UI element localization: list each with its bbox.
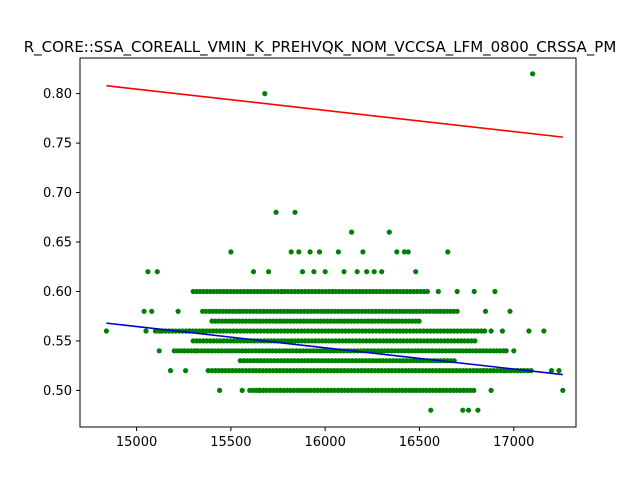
fit-line-lower [106, 322, 563, 376]
data-point [530, 71, 536, 77]
data-point [141, 308, 147, 314]
data-point [541, 328, 547, 334]
data-point [379, 269, 385, 275]
data-point [296, 249, 302, 255]
y-tick-label: 0.80 [43, 87, 72, 102]
data-point [228, 249, 234, 255]
data-point [475, 407, 481, 413]
data-point [413, 269, 419, 275]
data-point [435, 288, 441, 295]
x-tick-label: 16500 [399, 435, 440, 450]
data-point [266, 269, 272, 275]
x-tick-label: 15500 [210, 435, 251, 450]
data-point [481, 368, 487, 374]
data-point [445, 249, 451, 255]
data-point [183, 368, 189, 374]
data-point [149, 308, 155, 314]
data-point [428, 407, 434, 413]
data-point [299, 269, 306, 275]
data-point [501, 368, 507, 374]
data-point [145, 269, 151, 275]
data-point [371, 269, 377, 275]
x-tick-label: 16000 [304, 435, 345, 450]
data-point [360, 249, 366, 255]
data-point [288, 249, 294, 255]
data-point [548, 368, 555, 374]
data-point [556, 368, 562, 374]
data-point [103, 328, 109, 334]
x-tick-label: 17000 [493, 435, 534, 450]
data-point [460, 407, 466, 413]
data-point [250, 269, 257, 275]
data-point [465, 407, 472, 413]
data-point [492, 288, 498, 295]
data-point [279, 288, 285, 295]
data-point [401, 249, 407, 255]
data-point [526, 328, 532, 334]
data-point [354, 269, 360, 275]
data-point [262, 91, 268, 97]
data-point [511, 348, 517, 354]
data-point [167, 368, 174, 374]
data-point [424, 288, 430, 295]
y-tick-label: 0.70 [43, 186, 72, 201]
data-point [311, 269, 317, 275]
fit-line-upper [106, 84, 563, 138]
data-point [273, 209, 279, 215]
data-point [217, 387, 223, 393]
data-point [143, 328, 149, 334]
y-tick-label: 0.50 [43, 384, 72, 399]
data-point [292, 209, 298, 215]
data-point [341, 269, 347, 275]
data-point [454, 288, 460, 295]
data-point [560, 387, 566, 393]
points-layer [103, 71, 566, 413]
data-point [499, 328, 505, 334]
x-axis: 15000 15500 16000 16500 17000 [116, 427, 534, 450]
y-tick-label: 0.55 [43, 334, 72, 349]
data-point [349, 229, 355, 235]
data-point [488, 387, 494, 393]
data-point [482, 308, 489, 314]
data-point [507, 308, 513, 314]
data-point [322, 269, 328, 275]
data-point [364, 269, 370, 275]
data-point [386, 229, 392, 235]
data-point [488, 328, 494, 334]
data-point [239, 387, 245, 393]
data-point [503, 348, 509, 354]
data-point [256, 387, 262, 393]
data-point [405, 249, 411, 255]
y-tick-label: 0.65 [43, 236, 72, 251]
y-tick-label: 0.60 [43, 285, 72, 300]
data-point [394, 249, 400, 255]
data-point [194, 348, 200, 354]
data-point [335, 249, 341, 255]
data-point [154, 269, 160, 275]
data-point [316, 249, 323, 255]
data-point [205, 368, 211, 374]
y-tick-label: 0.75 [43, 137, 72, 152]
data-point [482, 328, 488, 334]
data-point [454, 308, 460, 314]
chart-title: R_CORE::SSA_COREALL_VMIN_K_PREHVQK_NOM_V… [24, 38, 617, 57]
y-axis: 0.50 0.55 0.60 0.65 0.70 0.75 0.80 [43, 87, 80, 399]
fit-lines-layer [106, 84, 563, 376]
data-point [307, 249, 313, 255]
data-point [224, 288, 230, 295]
data-point [330, 288, 336, 295]
data-point [416, 318, 422, 324]
x-tick-label: 15000 [116, 435, 157, 450]
data-point [471, 387, 477, 393]
data-point [156, 348, 162, 354]
data-point [472, 338, 478, 344]
data-point [471, 288, 477, 295]
data-point [175, 308, 181, 314]
